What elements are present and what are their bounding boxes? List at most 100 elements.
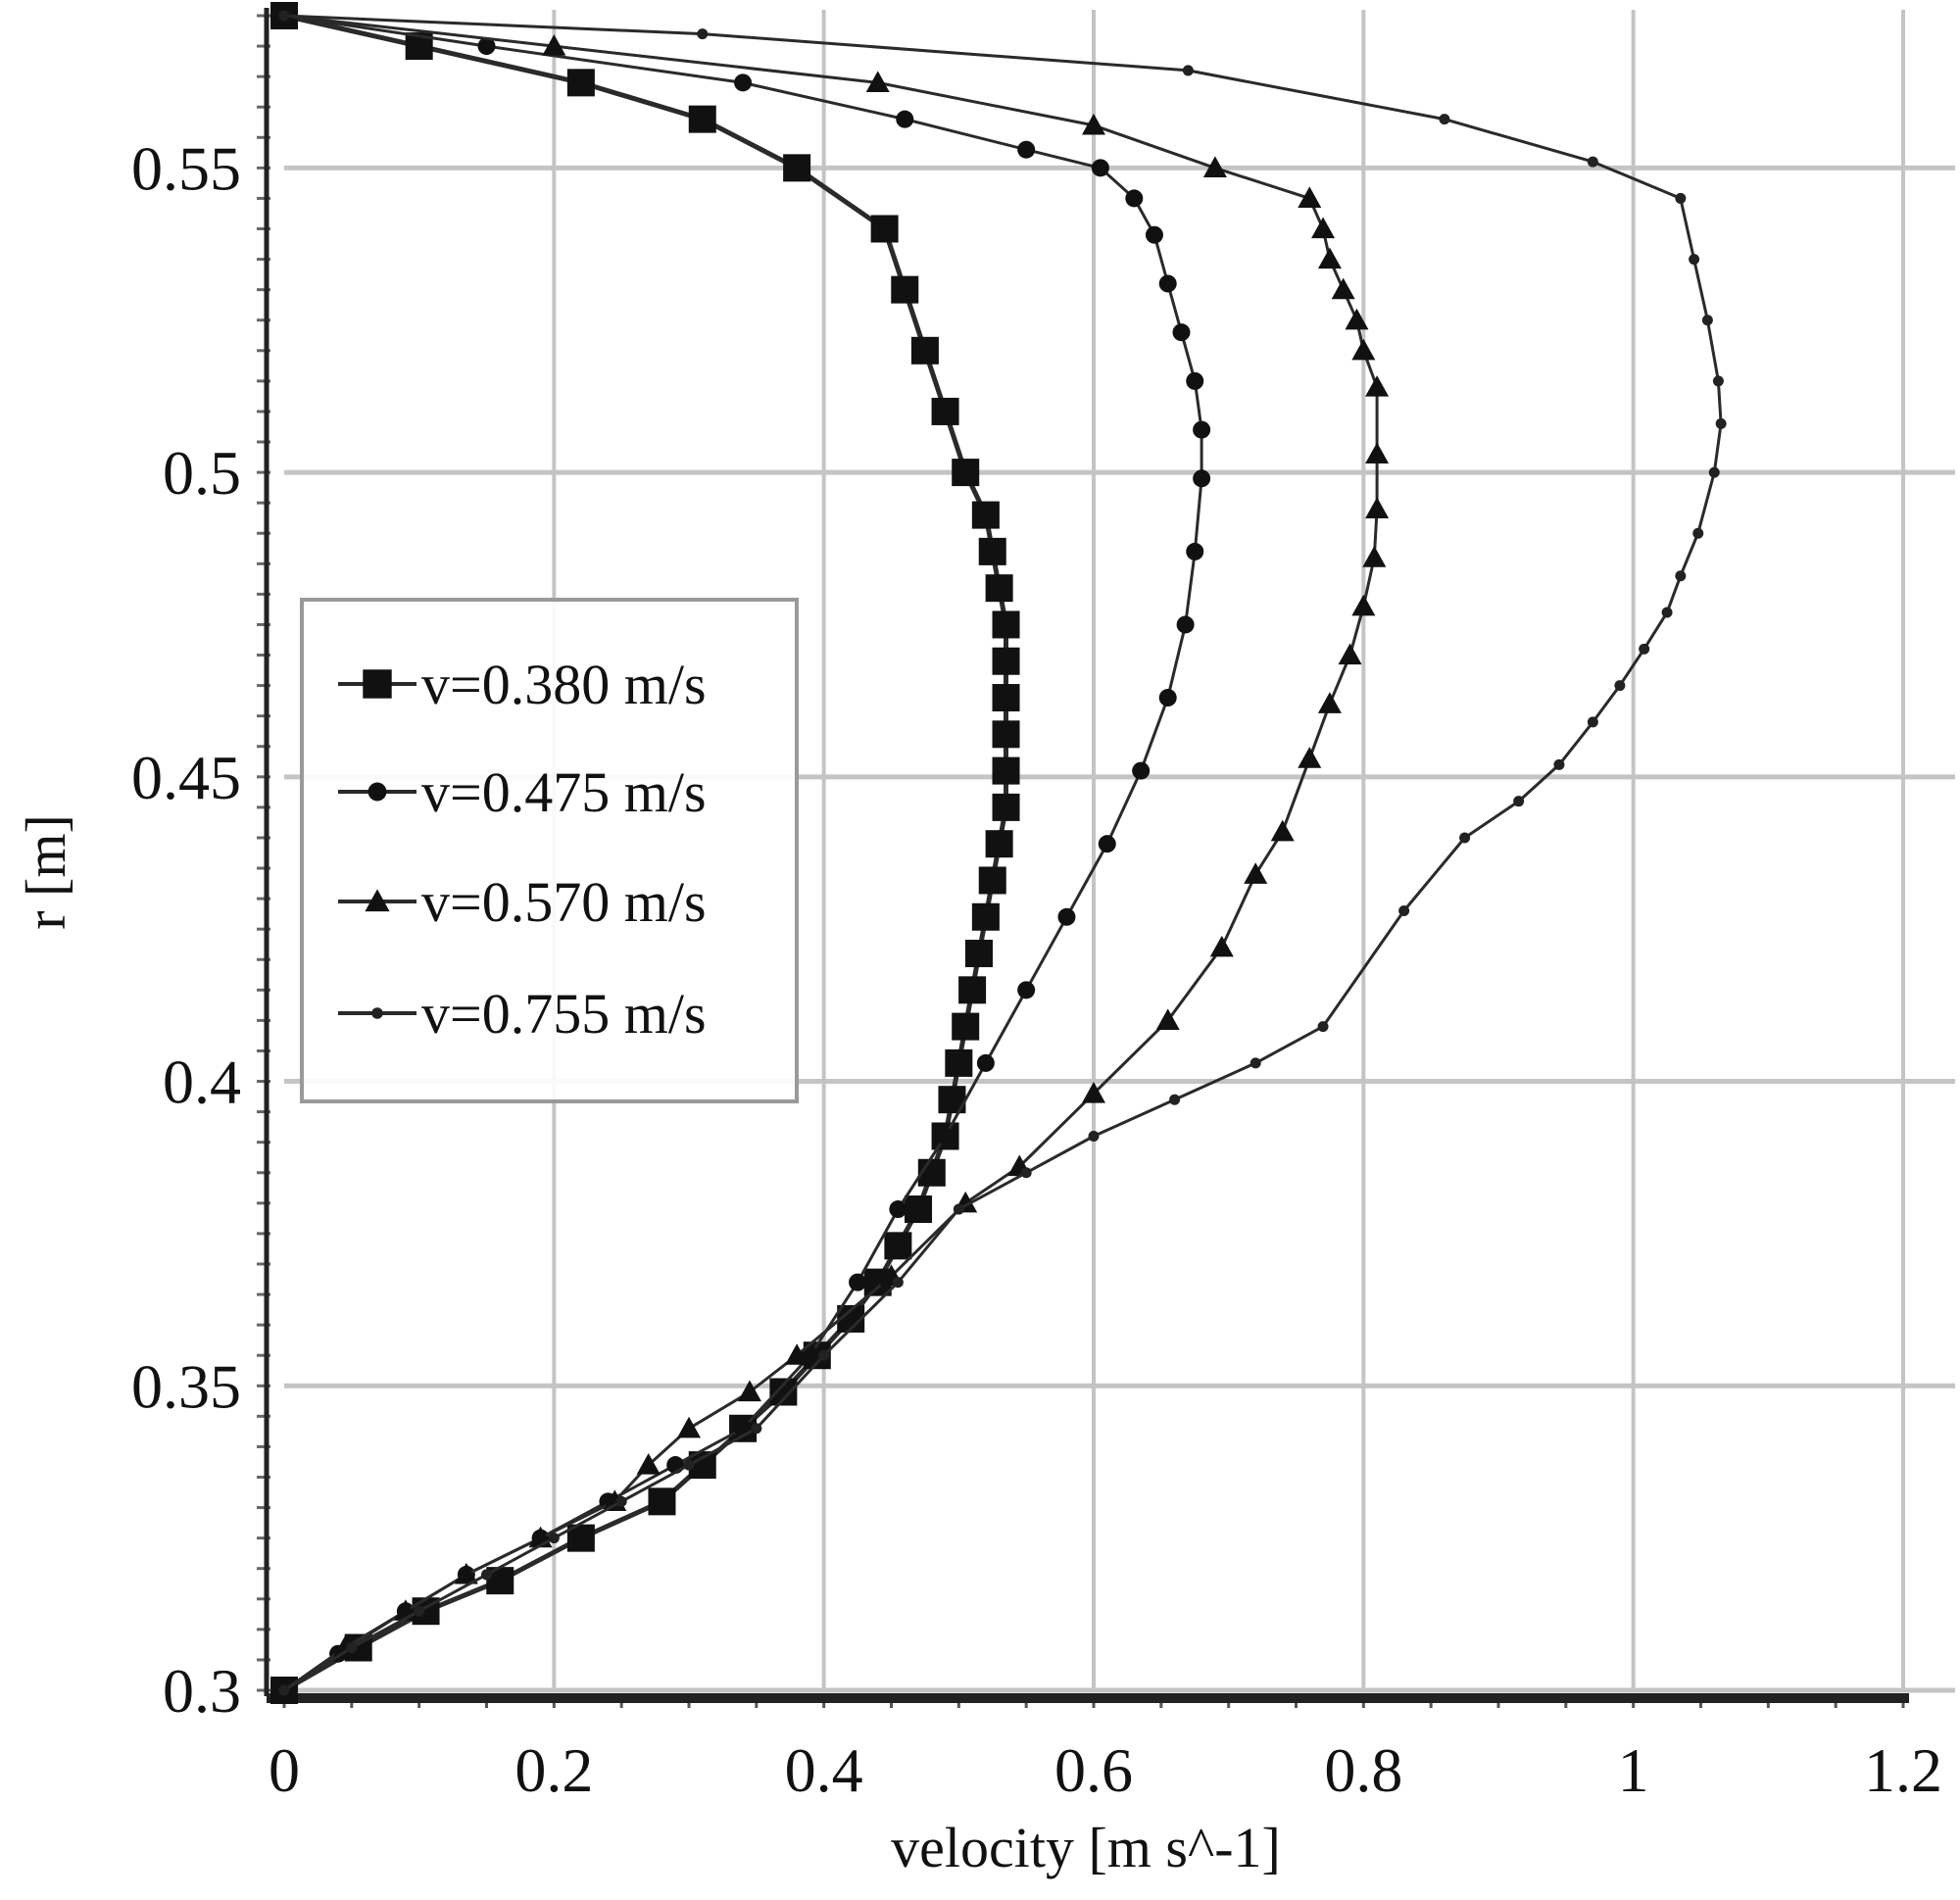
square-marker [945, 1048, 973, 1077]
square-marker [978, 866, 1006, 895]
circle-marker [1057, 907, 1076, 926]
square-marker [884, 1232, 912, 1260]
dot-marker [1439, 114, 1450, 125]
circle-marker [1158, 274, 1177, 293]
triangle-marker [1270, 819, 1295, 842]
triangle-marker [1365, 497, 1390, 518]
series-3 [272, 4, 1390, 1700]
circle-marker [1186, 542, 1204, 560]
square-marker [905, 1195, 933, 1224]
dot-marker [818, 1349, 830, 1361]
legend-label: v=0.380 m/s [421, 653, 707, 716]
triangle-marker [1365, 442, 1390, 464]
dot-marker [1715, 417, 1727, 429]
triangle-marker [1202, 156, 1227, 177]
dot-marker [1020, 1167, 1032, 1179]
dot-marker [1459, 832, 1471, 844]
x-axis-title: velocity [m s^-1] [891, 1816, 1281, 1879]
circle-marker [1186, 371, 1204, 390]
dot-marker [1639, 643, 1650, 655]
circle-marker [1145, 225, 1163, 244]
triangle-marker [1298, 747, 1322, 768]
circle-marker [1017, 140, 1036, 159]
dot-marker [1513, 796, 1525, 807]
square-marker [978, 537, 1006, 565]
dot-marker [1661, 607, 1673, 618]
square-marker [992, 610, 1020, 639]
triangle-marker [1365, 375, 1390, 397]
y-axis-title: r [m] [14, 814, 77, 930]
axes [257, 8, 1909, 1708]
triangle-marker [1298, 186, 1322, 209]
triangle-marker [1082, 113, 1105, 135]
triangle-marker [1331, 277, 1355, 300]
square-marker [971, 902, 1000, 931]
square-marker [985, 574, 1013, 603]
circle-marker [1193, 420, 1211, 439]
x-tick-label: 0 [269, 1735, 300, 1805]
circle-marker [1017, 981, 1036, 999]
triangle-marker [1209, 935, 1234, 957]
triangle-marker [1082, 1081, 1105, 1103]
data-series [270, 2, 1727, 1704]
dot-marker [1689, 254, 1700, 266]
x-tick-label: 1.2 [1864, 1735, 1942, 1805]
y-tick-label: 0.4 [163, 1047, 241, 1117]
square-marker [783, 154, 811, 182]
dot-marker [892, 1277, 904, 1289]
circle-marker [1193, 469, 1211, 488]
dot-marker [1587, 156, 1598, 168]
square-marker [971, 501, 1000, 529]
circle-marker [1132, 761, 1151, 780]
triangle-marker [365, 889, 390, 912]
dot-marker [697, 28, 709, 40]
circle-marker [734, 73, 753, 92]
x-tick-label: 1 [1618, 1735, 1649, 1805]
dot-marker [1317, 1021, 1329, 1033]
series-4 [278, 10, 1727, 1696]
dot-marker [1088, 1130, 1100, 1142]
square-marker [992, 684, 1020, 712]
dot-marker [1614, 680, 1626, 692]
circle-marker [1172, 323, 1191, 342]
dot-marker [1250, 1057, 1261, 1069]
square-marker [769, 1378, 798, 1406]
circle-marker [889, 1200, 907, 1219]
x-tick-label: 0.2 [514, 1735, 593, 1805]
triangle-marker [737, 1380, 761, 1402]
circle-marker [1091, 159, 1109, 177]
circle-marker [936, 1127, 955, 1145]
dot-marker [615, 1495, 627, 1507]
dot-marker [1553, 758, 1565, 770]
circle-marker [477, 37, 496, 56]
dot-marker [1398, 905, 1410, 917]
triangle-marker [1351, 594, 1376, 616]
triangle-marker [1338, 643, 1362, 665]
dot-marker [1692, 527, 1704, 539]
triangle-marker [1362, 546, 1387, 567]
circle-marker [849, 1273, 867, 1291]
triangle-marker [1351, 338, 1376, 361]
x-tick-label: 0.6 [1054, 1735, 1133, 1805]
circle-marker [1176, 615, 1195, 634]
triangle-marker [1155, 1008, 1180, 1030]
square-marker [952, 459, 980, 487]
y-tick-label: 0.5 [163, 438, 241, 508]
dot-marker [1712, 375, 1724, 387]
square-marker [992, 720, 1020, 749]
dot-marker [414, 1605, 425, 1617]
square-marker [992, 647, 1020, 675]
triangle-marker [1244, 862, 1268, 884]
square-marker [985, 830, 1013, 858]
triangle-marker [677, 1416, 701, 1438]
square-marker [952, 1012, 980, 1041]
circle-marker [976, 1053, 995, 1072]
tick-labels: 0 0.2 0.4 0.6 0.8 1 1.2 0.3 0.35 0.4 0.45 0.5 0.55 [131, 133, 1942, 1805]
square-marker [910, 336, 939, 365]
triangle-marker [785, 1343, 809, 1365]
dot-marker [1182, 65, 1194, 76]
x-tick-label: 0.8 [1324, 1735, 1402, 1805]
triangle-marker [1345, 308, 1369, 330]
triangle-marker [636, 1453, 661, 1475]
